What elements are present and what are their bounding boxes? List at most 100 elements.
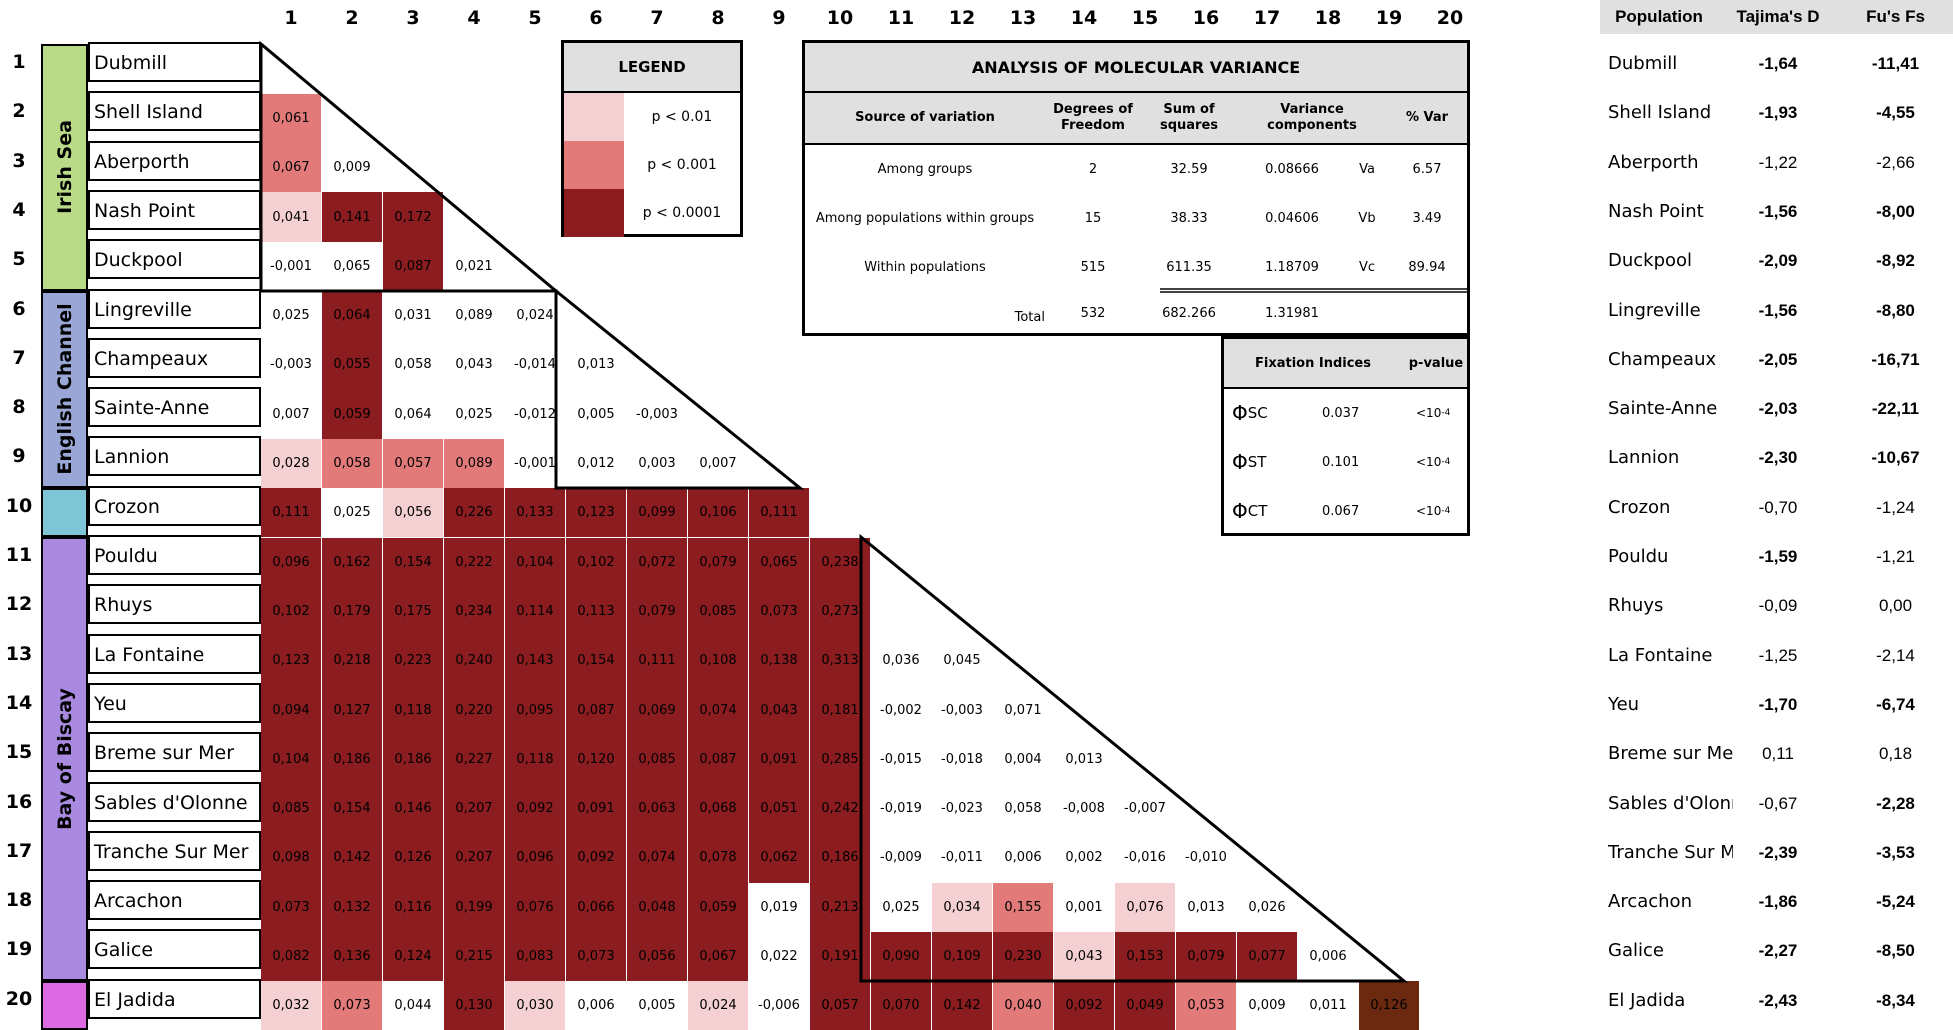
pvalue-exponent: -4	[1441, 408, 1451, 418]
amova-header-vc: Variance components	[1267, 102, 1357, 133]
fixation-pvalue: <10 -4	[1416, 389, 1450, 437]
population-name: Lannion	[88, 436, 261, 477]
stats-header-tajima: Tajima's D	[1736, 7, 1820, 26]
matrix-cell: 0,223	[383, 636, 443, 686]
column-number: 1	[284, 7, 298, 29]
matrix-cell: 0,234	[444, 586, 504, 637]
matrix-cell: 0,126	[383, 833, 443, 883]
stats-population-name: Duckpool	[1608, 250, 1693, 272]
matrix-cell: 0,091	[566, 784, 626, 834]
matrix-cell: -0,019	[871, 784, 931, 834]
matrix-cell: 0,049	[1115, 981, 1175, 1030]
matrix-cell	[871, 586, 931, 637]
amova-total-vc: 1.31981	[1265, 305, 1319, 321]
matrix-cell: 0,186	[383, 734, 443, 784]
region-label: Irish Sea	[53, 120, 76, 215]
matrix-cell: 0,057	[810, 981, 870, 1030]
population-name: Tranche Sur Mer	[88, 830, 261, 871]
matrix-cell: 0,034	[932, 882, 992, 932]
matrix-cell: 0,076	[505, 882, 565, 932]
matrix-cell: 0,004	[993, 734, 1053, 784]
matrix-cell: 0,067	[688, 931, 748, 982]
stats-population-name: La Fontaine	[1608, 644, 1713, 666]
matrix-cell: 0,240	[444, 636, 504, 686]
population-name: El Jadida	[88, 978, 261, 1019]
matrix-cell: 0,056	[627, 931, 687, 982]
matrix-cell: 0,108	[688, 636, 748, 686]
stats-population-name: Dubmill	[1608, 53, 1678, 74]
matrix-cell: 0,036	[871, 636, 931, 686]
matrix-cell: 0,002	[1054, 833, 1114, 883]
matrix-cell: 0,186	[322, 734, 382, 784]
column-number: 5	[528, 7, 542, 29]
matrix-cell: 0,130	[444, 981, 504, 1030]
matrix-cell: 0,111	[749, 488, 809, 538]
matrix-cell: 0,073	[322, 981, 382, 1030]
matrix-cell: 0,012	[566, 438, 626, 489]
matrix-cell: 0,058	[322, 438, 382, 489]
matrix-cell: 0,022	[749, 931, 809, 982]
matrix-cell: 0,226	[444, 488, 504, 538]
column-number: 9	[772, 7, 786, 29]
stats-row: Dubmill -1,64 -11,41	[1600, 44, 1953, 84]
matrix-cell: -0,008	[1054, 784, 1114, 834]
matrix-cell: 0,089	[444, 291, 504, 341]
matrix-cell: 0,024	[505, 291, 565, 341]
matrix-cell: 0,026	[1237, 882, 1297, 932]
matrix-cell: 0,059	[322, 389, 382, 439]
population-name: Yeu	[88, 682, 261, 723]
row-number: 9	[12, 445, 26, 468]
matrix-cell: 0,118	[505, 734, 565, 784]
matrix-cell: 0,143	[505, 636, 565, 686]
column-number: 11	[887, 7, 915, 29]
stats-population-name: El Jadida	[1608, 989, 1686, 1011]
matrix-cell: 0,153	[1115, 931, 1175, 982]
tajima-d-value: -1,86	[1758, 892, 1798, 912]
matrix-cell: -0,014	[505, 340, 565, 390]
stats-population-name: Sables d'Olonne	[1608, 792, 1733, 814]
stats-row: Lannion -2,30 -10,67	[1600, 438, 1953, 478]
pvalue-exponent: -4	[1441, 457, 1451, 467]
stats-population-name: Shell Island	[1608, 102, 1712, 124]
row-number: 20	[5, 987, 33, 1010]
region-label: Bay of Biscay	[53, 687, 76, 830]
stats-header-population: Population	[1615, 7, 1703, 26]
population-name: Breme sur Mer	[88, 732, 261, 773]
matrix-cell: 0,222	[444, 537, 504, 587]
column-number: 10	[826, 7, 854, 29]
fu-fs-value: 0,00	[1878, 596, 1913, 616]
matrix-cell: 0,162	[322, 537, 382, 587]
matrix-cell: 0,104	[505, 537, 565, 587]
matrix-cell: 0,207	[444, 784, 504, 834]
population-name: Shell Island	[88, 91, 261, 132]
matrix-cell: 0,114	[505, 586, 565, 637]
matrix-cell: 0,120	[566, 734, 626, 784]
matrix-cell: 0,040	[993, 981, 1053, 1030]
matrix-cell: 0,132	[322, 882, 382, 932]
matrix-cell: 0,096	[505, 833, 565, 883]
fu-fs-value: -16,71	[1871, 349, 1920, 369]
tajima-d-value: -2,30	[1758, 448, 1798, 468]
matrix-cell: 0,044	[383, 981, 443, 1030]
matrix-cell: 0,087	[566, 685, 626, 735]
row-number: 18	[5, 889, 33, 912]
fu-fs-value: -1,21	[1876, 547, 1915, 566]
neutrality-stats-table: Population Tajima's D Fu's Fs Dubmill -1,…	[1600, 0, 1953, 1027]
matrix-cell: 0,111	[627, 636, 687, 686]
matrix-cell: 0,058	[993, 784, 1053, 834]
stats-population-name: Nash Point	[1608, 200, 1704, 222]
matrix-cell: 0,154	[322, 784, 382, 834]
fu-fs-value: -2,28	[1876, 793, 1915, 813]
pvalue-exponent: -4	[1441, 506, 1451, 516]
stats-header-fu: Fu's Fs	[1866, 7, 1925, 26]
tajima-d-value: -1,70	[1758, 694, 1798, 714]
matrix-cell: 0,141	[322, 192, 382, 242]
column-number: 4	[467, 7, 481, 29]
column-number: 20	[1436, 7, 1464, 29]
row-number: 8	[12, 396, 26, 419]
matrix-cell: 0,078	[688, 833, 748, 883]
tajima-d-value: -1,56	[1758, 300, 1798, 320]
matrix-cell: -0,001	[505, 438, 565, 489]
matrix-cell: 0,102	[261, 586, 321, 637]
matrix-cell: 0,154	[383, 537, 443, 587]
